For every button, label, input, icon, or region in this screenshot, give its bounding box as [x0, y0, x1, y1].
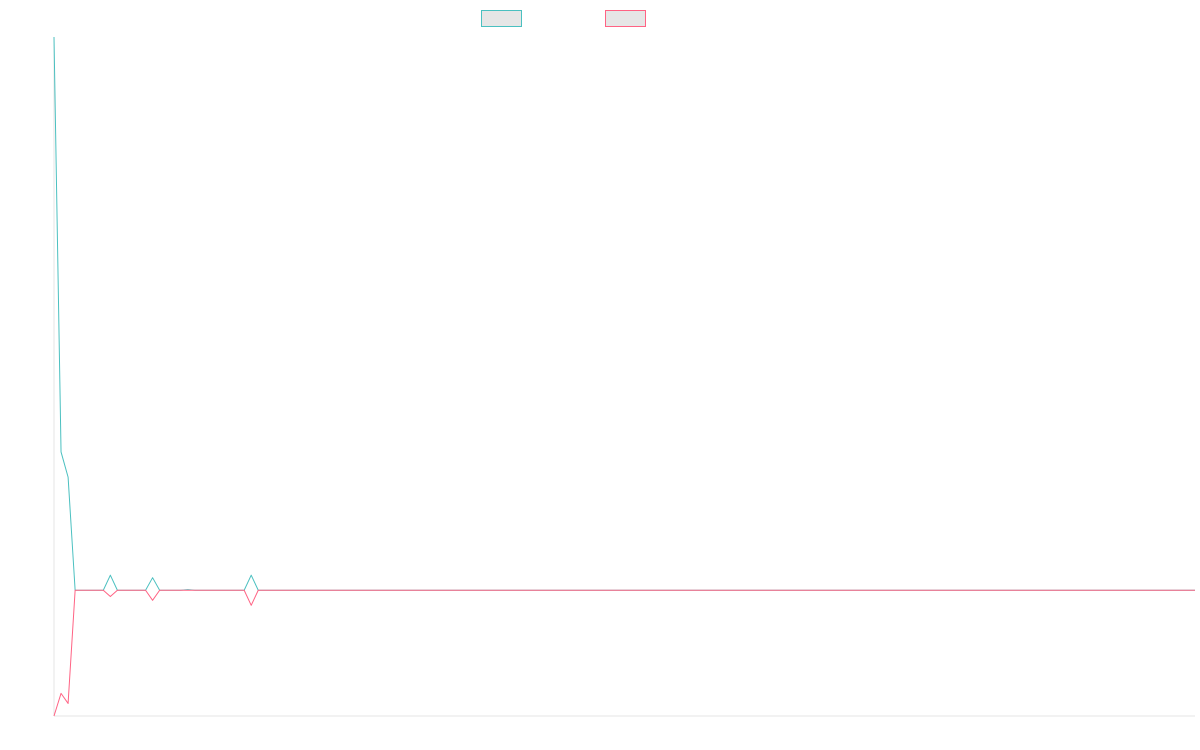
series-line-2 — [53, 589, 1195, 717]
legend-item-1 — [481, 10, 522, 27]
legend-swatch-2 — [605, 10, 646, 27]
legend — [481, 10, 646, 27]
legend-swatch-1 — [481, 10, 522, 27]
axes — [53, 37, 1195, 717]
series-layer — [53, 36, 1195, 717]
legend-item-2 — [605, 10, 646, 27]
series-line-1 — [53, 36, 1195, 591]
